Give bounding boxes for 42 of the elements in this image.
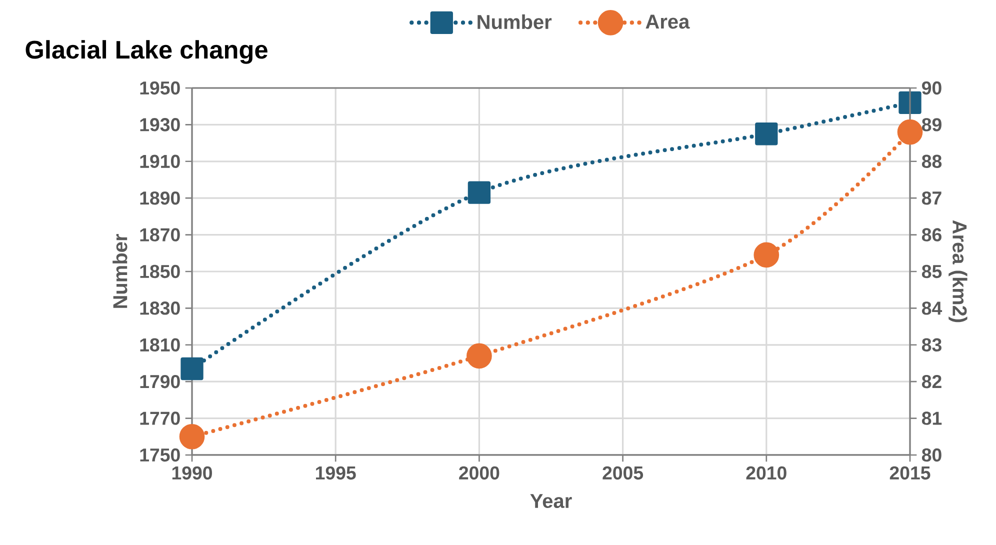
y-tick-label: 1870	[140, 228, 180, 242]
x-tick-label: 1995	[316, 466, 356, 480]
y2-tick-label: 80	[922, 448, 942, 462]
point	[179, 424, 205, 450]
y2-tick-label: 84	[922, 302, 942, 315]
point	[466, 343, 492, 369]
chart-title: Glacial Lake change	[26, 40, 268, 64]
point	[897, 119, 923, 145]
x-tick-label: 2005	[602, 466, 644, 480]
y2-tick-label: 89	[922, 118, 942, 132]
y-tick-label: 1770	[140, 412, 180, 425]
y-tick-label: 1930	[140, 118, 180, 132]
y2-tick-label: 90	[922, 81, 942, 95]
point	[898, 91, 922, 114]
y2-tick-label: 88	[922, 154, 942, 168]
y-tick-label: 1790	[140, 374, 180, 388]
y2-tick-label: 86	[922, 228, 942, 242]
y2-tick-label: 83	[922, 338, 942, 352]
point	[755, 122, 778, 146]
point	[180, 357, 204, 380]
x-tick-label: 2015	[890, 466, 930, 480]
point	[468, 181, 491, 204]
y-tick-label: 1750	[140, 448, 180, 462]
point	[754, 242, 780, 268]
y-tick-label: 1810	[140, 338, 180, 352]
y-tick-label: 1950	[140, 81, 180, 95]
y-tick-label: 1830	[140, 302, 180, 315]
y-tick-label: 1910	[140, 154, 180, 168]
y-axis-title: Number	[112, 234, 128, 308]
x-tick-label: 1990	[172, 466, 212, 480]
x-tick-label: 2000	[459, 466, 500, 480]
y2-tick-label: 85	[922, 264, 942, 278]
y-tick-label: 1850	[140, 264, 180, 278]
y2-axis-title: Area (km2)	[948, 220, 968, 322]
legend-label: Number	[478, 14, 552, 30]
x-axis-title: Year	[530, 494, 572, 508]
y2-tick-label: 87	[922, 191, 942, 205]
y2-tick-label: 81	[922, 412, 942, 425]
x-tick-label: 2010	[746, 466, 786, 480]
legend-label: Area	[646, 14, 690, 29]
y-tick-label: 1890	[140, 191, 180, 205]
y2-tick-label: 82	[922, 374, 942, 388]
